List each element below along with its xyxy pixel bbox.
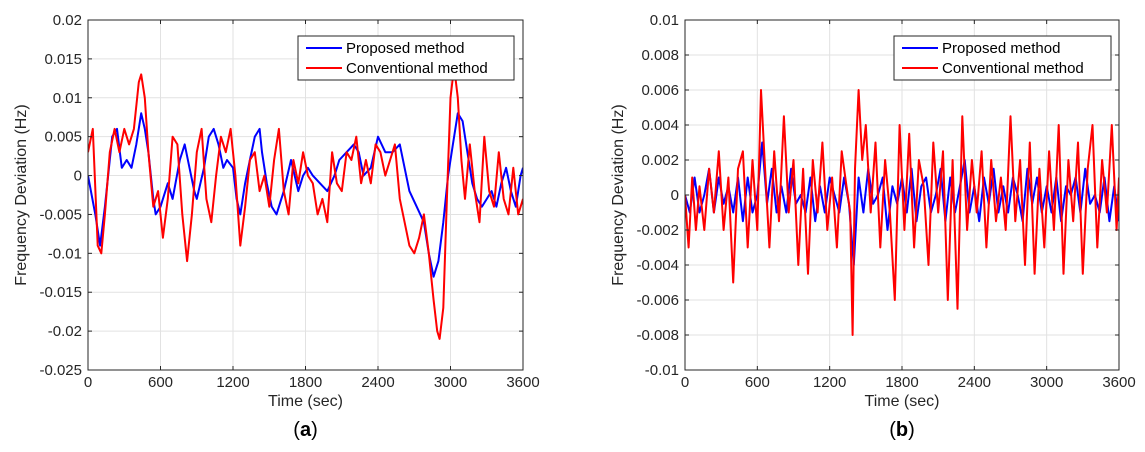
legend-label: Proposed method [942, 40, 1060, 57]
x-tick-label: 0 [681, 374, 689, 391]
x-tick-label: 600 [745, 374, 770, 391]
x-tick-label: 1800 [885, 374, 918, 391]
y-tick-label: -0.025 [39, 362, 82, 379]
y-tick-label: 0.01 [53, 90, 82, 107]
y-tick-label: 0.004 [641, 117, 679, 134]
y-tick-label: 0.008 [641, 47, 679, 64]
y-tick-label: 0 [74, 168, 82, 185]
panel-label: (b) [889, 419, 915, 441]
series-line-conventional [88, 65, 523, 340]
y-tick-label: 0.02 [53, 12, 82, 29]
legend-label: Conventional method [942, 60, 1084, 77]
y-tick-label: -0.015 [39, 284, 82, 301]
y-tick-label: -0.002 [636, 222, 679, 239]
x-tick-label: 1200 [813, 374, 846, 391]
y-tick-label: -0.004 [636, 257, 679, 274]
x-tick-label: 3600 [506, 374, 539, 391]
y-tick-label: 0.01 [650, 12, 679, 29]
y-tick-label: -0.005 [39, 206, 82, 223]
chart-panel-b: 0 600 1200 1800 2400 3000 3600 -0.01 -0.008 -0.00… [610, 12, 1136, 441]
y-tick-label: 0 [671, 187, 679, 204]
x-tick-label: 3600 [1102, 374, 1135, 391]
x-tick-label: 600 [148, 374, 173, 391]
y-tick-label: 0.002 [641, 152, 679, 169]
y-tick-label: -0.01 [645, 362, 679, 379]
y-tick-label: -0.01 [48, 245, 82, 262]
legend: Proposed method Conventional method [297, 35, 515, 81]
x-tick-label: 3000 [1030, 374, 1063, 391]
x-tick-label: 1800 [289, 374, 322, 391]
legend-box [297, 35, 515, 81]
y-tick-label: -0.006 [636, 292, 679, 309]
legend-label: Conventional method [346, 60, 488, 77]
x-axis-label: Time (sec) [268, 393, 343, 410]
x-tick-label: 3000 [434, 374, 467, 391]
panel-label: (a) [293, 419, 317, 441]
series-line-conventional [685, 89, 1119, 336]
x-tick-label: 2400 [958, 374, 991, 391]
y-axis-label: Frequency Deviation (Hz) [13, 104, 30, 285]
legend-label: Proposed method [346, 40, 464, 57]
y-tick-label: 0.015 [44, 51, 82, 68]
y-tick-label: -0.02 [48, 323, 82, 340]
chart-panel-a: 0 600 1200 1800 2400 3000 3600 -0.025 -0.02 -0.01… [13, 12, 540, 441]
y-tick-label: 0.005 [44, 129, 82, 146]
x-tick-label: 2400 [361, 374, 394, 391]
y-axis-label: Frequency Deviation (Hz) [610, 104, 627, 285]
x-tick-label: 1200 [216, 374, 249, 391]
y-tick-label: -0.008 [636, 327, 679, 344]
x-tick-label: 0 [84, 374, 92, 391]
y-tick-label: 0.006 [641, 82, 679, 99]
x-axis-label: Time (sec) [865, 393, 940, 410]
legend: Proposed method Conventional method [893, 35, 1112, 81]
legend-box [893, 35, 1112, 81]
